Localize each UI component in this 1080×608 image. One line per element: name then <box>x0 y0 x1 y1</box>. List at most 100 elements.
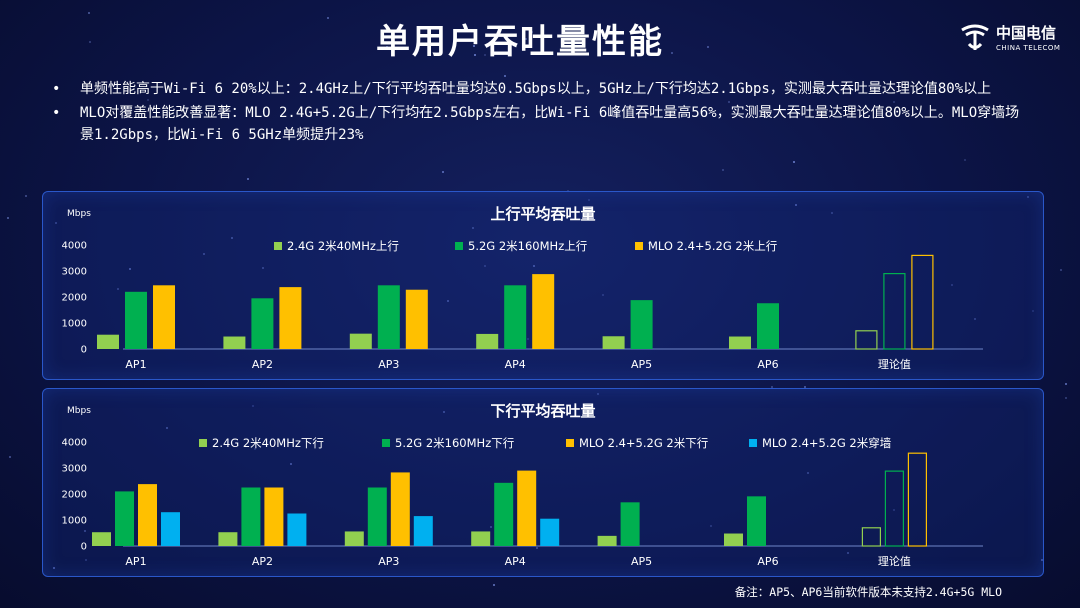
bar <box>504 285 527 349</box>
x-category-label: AP6 <box>757 358 778 371</box>
star-dot <box>442 171 444 173</box>
y-tick-label: 1000 <box>62 319 87 330</box>
bullet-list: • 单频性能高于Wi-Fi 6 20%以上：2.4GHz上/下行平均吞吐量均达0… <box>52 78 1032 148</box>
bar <box>218 532 238 546</box>
bar <box>630 300 653 349</box>
star-dot <box>203 253 205 255</box>
y-tick-label: 3000 <box>62 267 87 278</box>
star-dot <box>166 427 168 429</box>
bullet-text: 单频性能高于Wi-Fi 6 20%以上：2.4GHz上/下行平均吞吐量均达0.5… <box>80 81 992 97</box>
star-dot <box>84 530 86 532</box>
star-dot <box>88 12 90 14</box>
logo-text-en: CHINA TELECOM <box>996 44 1061 52</box>
star-dot <box>1032 310 1034 312</box>
bar <box>747 496 766 546</box>
star-dot <box>531 31 533 33</box>
star-dot <box>795 204 797 206</box>
y-tick-label: 2000 <box>62 293 87 304</box>
y-tick-label: 3000 <box>62 464 87 475</box>
star-dot <box>484 265 486 267</box>
bar <box>377 285 400 349</box>
bullet-text: MLO对覆盖性能改善显著：MLO 2.4G+5.2G上/下行均在2.5Gbps左… <box>80 105 1020 143</box>
china-telecom-logo: 中国电信 CHINA TELECOM <box>958 20 1068 60</box>
star-dot <box>710 525 712 527</box>
star-dot <box>964 159 966 161</box>
star-dot <box>447 300 449 302</box>
downlink-chart-panel: 下行平均吞吐量 Mbps 0 1000 2000 3000 4000 2.4G 2米40MHz… <box>42 388 1044 577</box>
star-dot <box>588 199 590 201</box>
y-tick-label: 1000 <box>62 516 87 527</box>
x-category-label: 理论值 <box>878 357 911 371</box>
x-category-label: AP1 <box>125 358 146 371</box>
star-dot <box>831 212 833 214</box>
star-dot <box>386 46 388 48</box>
star-dot <box>1065 383 1067 385</box>
bar <box>367 487 387 546</box>
legend-swatch <box>749 439 757 447</box>
star-dot <box>671 52 673 54</box>
legend-swatch <box>199 439 207 447</box>
bar <box>138 484 157 546</box>
bar <box>597 535 617 546</box>
bullet-item: • MLO对覆盖性能改善显著：MLO 2.4G+5.2G上/下行均在2.5Gbp… <box>52 102 1032 146</box>
x-category-label: AP4 <box>505 358 526 371</box>
star-dot <box>493 584 495 586</box>
x-category-label: AP2 <box>252 555 273 568</box>
bar <box>390 472 410 546</box>
bar <box>125 291 147 349</box>
legend-label: 5.2G 2米160MHz下行 <box>395 436 514 450</box>
footnote: 备注：AP5、AP6当前软件版本未支持2.4G+5G MLO <box>734 585 1002 599</box>
star-dot <box>728 101 730 103</box>
star-dot <box>1060 269 1062 271</box>
star-dot <box>129 268 131 270</box>
downlink-chart: 下行平均吞吐量 Mbps 0 1000 2000 3000 4000 2.4G 2米40MHz… <box>62 402 983 568</box>
legend-swatch <box>635 242 643 250</box>
star-dot <box>807 472 809 474</box>
chart-title: 上行平均吞吐量 <box>490 205 595 223</box>
star-dot <box>804 386 806 388</box>
y-tick-label: 0 <box>81 345 87 356</box>
bar <box>476 333 499 349</box>
bar <box>287 513 307 546</box>
star-dot <box>231 237 233 239</box>
star-dot <box>597 393 599 395</box>
star-dot <box>327 17 329 19</box>
bar-theoretical <box>884 470 905 547</box>
star-dot <box>262 267 264 269</box>
x-category-label: AP1 <box>125 555 146 568</box>
bar <box>729 336 751 349</box>
star-dot <box>1041 559 1043 561</box>
star-dot <box>527 338 529 340</box>
bar <box>494 482 514 546</box>
y-tick-label: 4000 <box>62 438 87 449</box>
legend-label: MLO 2.4+5.2G 2米下行 <box>579 436 708 450</box>
star-dot <box>702 82 704 84</box>
bar <box>349 333 372 349</box>
star-dot <box>602 294 604 296</box>
y-axis-unit-label: Mbps <box>67 406 91 416</box>
star-dot <box>85 559 87 561</box>
legend-swatch <box>274 242 282 250</box>
star-dot <box>525 38 527 40</box>
bar <box>413 516 433 546</box>
star-dot <box>472 227 474 229</box>
star-dot <box>847 552 849 554</box>
legend-swatch <box>566 439 574 447</box>
star-dot <box>418 111 420 113</box>
star-dot <box>648 242 650 244</box>
star-dot <box>893 509 895 511</box>
star-dot <box>707 46 709 48</box>
bar <box>97 334 119 349</box>
star-dot <box>533 265 535 267</box>
x-category-label: 理论值 <box>878 554 911 568</box>
chart-title: 下行平均吞吐量 <box>490 402 595 420</box>
legend-label: MLO 2.4+5.2G 2米穿墙 <box>762 436 892 450</box>
legend-label: 5.2G 2米160MHz上行 <box>468 239 587 253</box>
uplink-chart-panel: 上行平均吞吐量 Mbps 0 1000 2000 3000 4000 2.4G 2米40MHz… <box>42 191 1044 380</box>
star-dot <box>1027 196 1029 198</box>
bar <box>279 287 302 349</box>
star-dot <box>254 448 256 450</box>
star-dot <box>771 386 773 388</box>
star-dot <box>793 161 795 163</box>
